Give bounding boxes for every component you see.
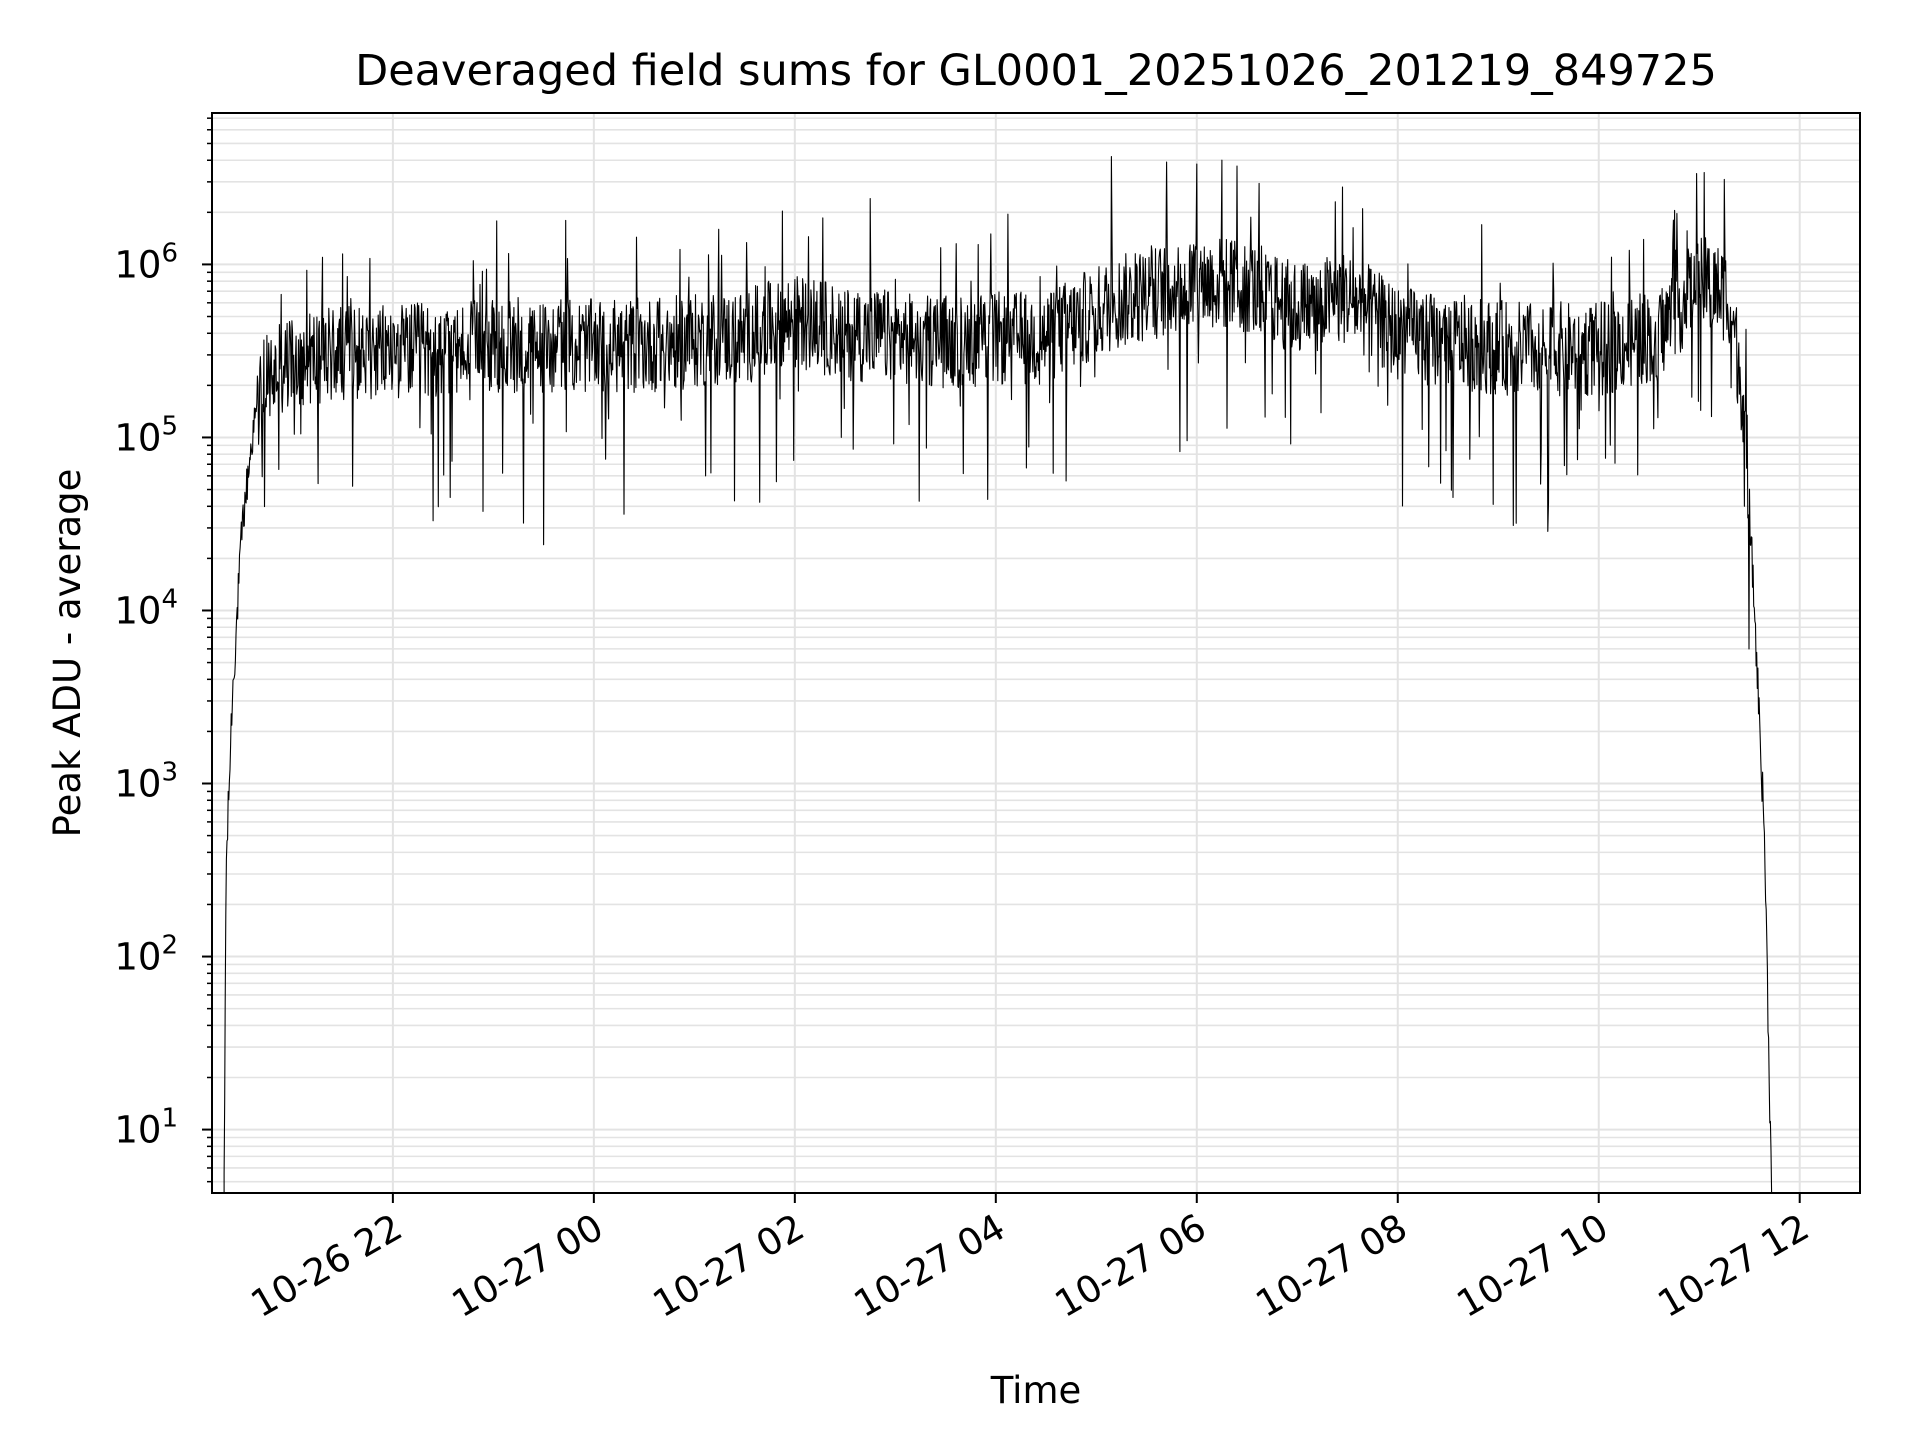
plot-frame bbox=[211, 112, 1861, 1194]
series-line bbox=[223, 156, 1773, 1194]
chart-title: Deaveraged field sums for GL0001_2025102… bbox=[355, 46, 1717, 96]
y-tick-label: 101 bbox=[114, 1104, 178, 1152]
series-field-sum bbox=[223, 156, 1773, 1194]
y-tick-label: 103 bbox=[114, 758, 178, 806]
x-axis-label: Time bbox=[990, 1369, 1082, 1412]
y-tick-label: 104 bbox=[114, 584, 178, 632]
y-axis: 101 102 103 104 105 106 bbox=[114, 117, 212, 1183]
y-tick-label: 102 bbox=[114, 931, 178, 979]
plot-area bbox=[211, 112, 1861, 1194]
y-axis-label: Peak ADU - average bbox=[46, 469, 89, 838]
y-tick-label: 106 bbox=[114, 238, 178, 286]
plot-background bbox=[212, 113, 1860, 1193]
y-tick-label: 105 bbox=[114, 411, 178, 459]
